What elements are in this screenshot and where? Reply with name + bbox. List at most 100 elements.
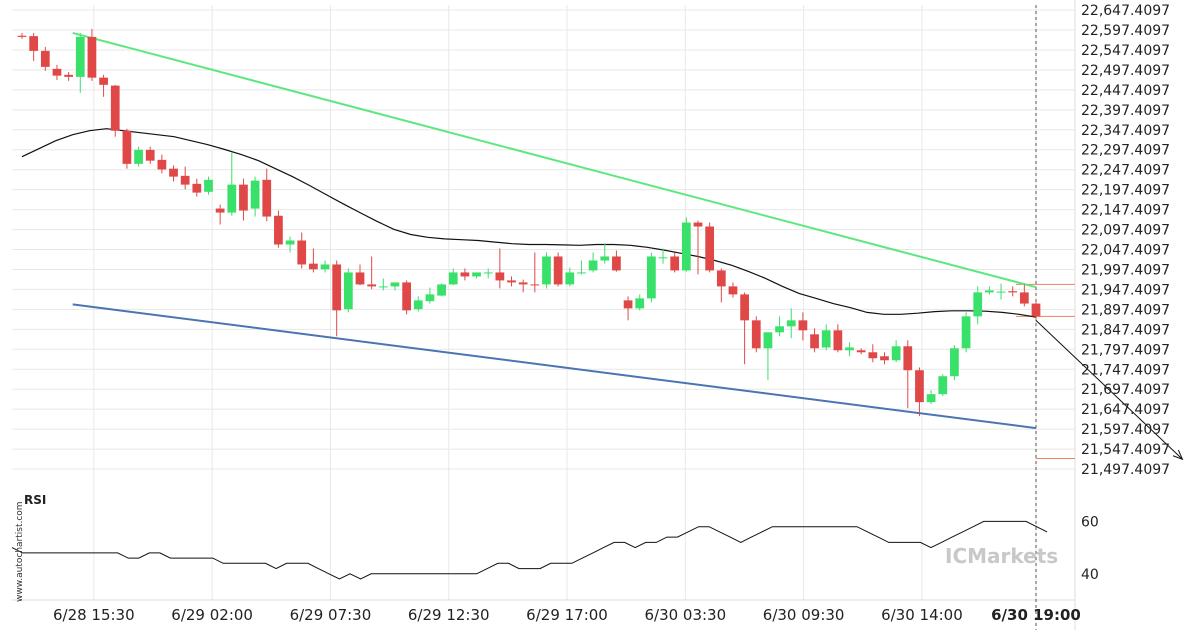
candle — [402, 280, 411, 315]
y-tick-label: 21,897.4097 — [1081, 302, 1170, 318]
candle-body — [1031, 303, 1041, 317]
candle — [647, 252, 656, 303]
candle — [355, 264, 365, 286]
candle — [705, 222, 715, 273]
y-tick-label: 22,447.4097 — [1081, 83, 1170, 99]
candle — [751, 316, 761, 353]
candle-body — [518, 282, 528, 285]
candle-body — [903, 346, 913, 371]
candle — [495, 248, 505, 289]
candle — [938, 374, 948, 397]
candle — [612, 250, 621, 272]
candle-body — [40, 50, 50, 67]
candle — [110, 84, 120, 137]
candle-body — [600, 256, 610, 261]
rsi-tick-label: 40 — [1081, 567, 1099, 583]
candle — [926, 390, 936, 405]
candle-body — [577, 272, 586, 274]
candle-body — [507, 280, 516, 283]
rsi-line — [11, 520, 1048, 580]
y-tick-label: 22,047.4097 — [1081, 243, 1170, 259]
candle — [821, 324, 831, 351]
candle — [728, 282, 738, 298]
candle-body — [542, 256, 551, 285]
candle-body — [29, 36, 39, 51]
candle-body — [390, 282, 400, 287]
candle-body — [647, 256, 656, 299]
x-tick-label: 6/30 14:00 — [881, 606, 963, 624]
moving-average — [21, 128, 1037, 318]
candle-body — [880, 356, 889, 361]
candle-body — [460, 272, 470, 277]
candle — [378, 278, 388, 291]
candle-body — [320, 264, 330, 270]
candle-body — [448, 272, 458, 285]
candle-body — [52, 68, 62, 76]
rsi-label: RSI — [24, 493, 46, 507]
candle-body — [868, 352, 878, 359]
candle-body — [122, 130, 132, 164]
candle — [670, 252, 680, 273]
candle-body — [145, 149, 155, 161]
y-tick-label: 21,997.4097 — [1081, 262, 1170, 278]
y-tick-label: 21,547.4097 — [1081, 442, 1170, 458]
candle — [343, 268, 353, 313]
candle-body — [215, 208, 225, 213]
rsi-panel: RSI 60 40 — [11, 493, 1099, 583]
rsi-tick-label: 60 — [1081, 514, 1099, 530]
y-tick-label: 21,747.4097 — [1081, 362, 1170, 378]
candle-body — [530, 284, 540, 286]
candle-body — [343, 272, 353, 310]
candle — [367, 256, 377, 290]
y-tick-label: 21,497.4097 — [1081, 462, 1170, 478]
candle — [600, 243, 610, 264]
candle-body — [17, 35, 27, 37]
candle-body — [402, 282, 411, 311]
x-tick-label: 6/29 07:30 — [290, 606, 372, 624]
candle — [472, 272, 481, 279]
x-tick-label: 6/29 12:30 — [408, 606, 490, 624]
candle-body — [681, 222, 691, 271]
y-tick-label: 22,197.4097 — [1081, 183, 1170, 199]
candle — [518, 279, 528, 293]
y-tick-label: 21,647.4097 — [1081, 402, 1170, 418]
y-tick-label: 21,697.4097 — [1081, 382, 1170, 398]
candle — [87, 28, 97, 81]
x-tick-label: 6/30 09:30 — [763, 606, 845, 624]
candle-body — [612, 256, 621, 271]
candle-body — [588, 260, 598, 271]
candle — [413, 296, 423, 312]
candle-body — [926, 394, 936, 403]
forecast-arrow-shaft — [1035, 319, 1183, 460]
candle-body — [856, 350, 866, 353]
candle-body — [845, 347, 854, 351]
x-tick-label: 6/28 15:30 — [53, 606, 135, 624]
candle — [961, 312, 971, 353]
candle — [169, 165, 178, 182]
candle-body — [670, 256, 680, 271]
candle-body — [99, 77, 108, 85]
candle — [99, 74, 108, 97]
candle — [297, 232, 307, 269]
candle-body — [635, 298, 645, 309]
candle-body — [658, 257, 668, 259]
candle — [145, 146, 155, 164]
candle — [460, 268, 470, 281]
support-line — [72, 303, 1037, 430]
moving-average-line — [21, 128, 1037, 318]
forecast-arrow-head — [1172, 449, 1184, 461]
candle-body — [950, 348, 959, 377]
candle-body — [961, 316, 971, 349]
candle — [309, 248, 318, 273]
candle-body — [192, 183, 202, 193]
candle — [681, 217, 691, 272]
candle-body — [134, 149, 143, 164]
y-tick-label: 21,797.4097 — [1081, 342, 1170, 358]
candle — [553, 252, 563, 287]
candle — [577, 260, 586, 275]
trend-lines — [72, 31, 1037, 430]
candle-body — [996, 291, 1006, 293]
grid — [12, 0, 1076, 630]
candle — [856, 348, 866, 355]
candle-body — [297, 240, 307, 265]
